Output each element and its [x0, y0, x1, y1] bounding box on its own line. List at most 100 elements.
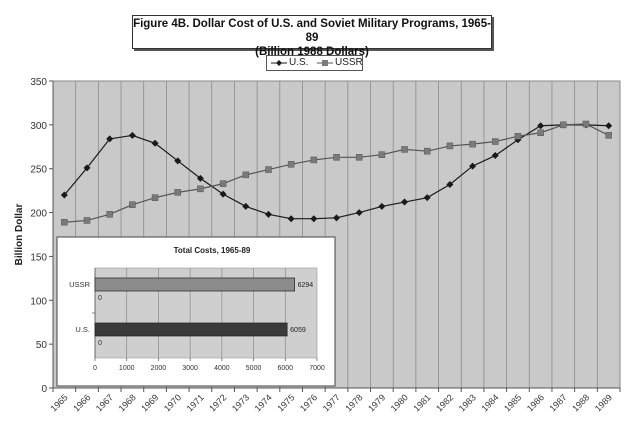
y-tick-label: 150: [30, 252, 47, 263]
legend-label-us: U.S.: [289, 57, 309, 68]
inset-x-tick-label: 5000: [246, 365, 262, 372]
x-tick-label: 1981: [411, 392, 432, 413]
data-point-ussr: [129, 201, 136, 208]
data-point-us: [128, 131, 136, 139]
inset-x-tick-label: 2000: [151, 365, 167, 372]
data-point-ussr: [174, 189, 181, 196]
data-point-ussr: [514, 133, 522, 140]
data-point-ussr: [151, 194, 159, 201]
data-point-ussr: [401, 146, 408, 153]
data-point-ussr: [333, 154, 340, 161]
data-point-ussr: [197, 185, 204, 193]
x-tick-label: 1985: [502, 392, 523, 413]
x-tick-label: 1969: [139, 392, 160, 413]
data-point-us: [537, 122, 545, 130]
y-tick-label: 250: [30, 165, 47, 176]
data-point-us: [423, 194, 431, 202]
data-point-ussr: [469, 140, 476, 148]
chart-title-box: Figure 4B. Dollar Cost of U.S. and Sovie…: [132, 15, 492, 58]
x-tick-label: 1975: [275, 392, 296, 413]
inset-x-tick-label: 6000: [277, 365, 293, 372]
inset-category-label: U.S.: [75, 325, 90, 334]
inset-bar-us: [94, 322, 288, 337]
data-point-us: [151, 139, 159, 147]
legend-graphics: [271, 60, 333, 66]
inset-bar-value-label: 6294: [298, 282, 314, 289]
data-point-ussr: [83, 217, 91, 224]
data-point-ussr: [446, 142, 454, 150]
data-point-us: [264, 210, 272, 218]
inset-title: Total Costs, 1965-89: [174, 246, 251, 255]
data-point-ussr: [423, 147, 431, 155]
data-point-us: [605, 122, 613, 130]
x-tick-label: 1987: [547, 392, 568, 413]
data-point-ussr: [492, 138, 499, 145]
data-point-ussr: [287, 161, 295, 168]
data-point-ussr: [560, 121, 567, 129]
data-point-us: [333, 214, 340, 222]
inset-x-tick-label: 1000: [119, 365, 135, 372]
data-point-us: [355, 209, 363, 217]
x-tick-label: 1966: [71, 392, 92, 413]
x-tick-label: 1970: [162, 392, 183, 413]
x-tick-label: 1971: [185, 392, 206, 413]
data-point-us: [174, 157, 182, 165]
inset-bar-ussr: [94, 277, 295, 292]
data-point-us: [491, 152, 499, 160]
data-point-us: [310, 215, 318, 223]
data-point-ussr: [242, 171, 250, 179]
y-tick-label: 350: [30, 77, 47, 88]
inset-zero-label: 0: [98, 340, 102, 347]
data-point-ussr: [219, 180, 227, 187]
data-point-us: [446, 181, 454, 189]
y-axis-label: Billion Dollar: [14, 204, 25, 266]
data-point-ussr: [106, 211, 113, 218]
data-point-us: [219, 190, 227, 198]
y-tick-label: 200: [30, 209, 47, 220]
data-point-us: [106, 135, 114, 143]
data-point-ussr: [378, 151, 386, 158]
chart-title: Figure 4B. Dollar Cost of U.S. and Sovie…: [133, 18, 491, 44]
data-point-us: [242, 202, 250, 210]
data-point-us: [378, 202, 386, 210]
data-point-ussr: [265, 166, 272, 173]
x-tick-label: 1976: [298, 392, 319, 413]
x-tick-label: 1980: [389, 392, 410, 413]
data-point-ussr: [582, 120, 590, 128]
x-tick-label: 1973: [230, 392, 251, 413]
legend-us-diamond-icon: [276, 60, 282, 66]
data-point-us: [287, 215, 295, 223]
x-tick-label: 1965: [49, 392, 70, 413]
x-tick-label: 1982: [434, 392, 455, 413]
inset-x-tick-label: 0: [93, 365, 97, 372]
y-tick-label: 300: [30, 121, 47, 132]
x-tick-label: 1988: [570, 392, 591, 413]
x-tick-label: 1979: [366, 392, 387, 413]
x-tick-label: 1967: [94, 392, 115, 413]
x-tick-label: 1972: [207, 392, 228, 413]
y-tick-label: 0: [41, 384, 47, 395]
x-tick-label: 1978: [343, 392, 364, 413]
inset-x-tick-label: 4000: [214, 365, 230, 372]
inset-category-label: USSR: [69, 280, 90, 289]
x-tick-label: 1986: [525, 392, 546, 413]
legend: U.S. USSR: [266, 55, 363, 71]
data-point-ussr: [605, 132, 612, 139]
x-tick-label: 1974: [253, 392, 274, 413]
inset-x-tick-label: 3000: [182, 365, 198, 372]
legend-ussr-square-icon: [322, 60, 328, 66]
x-tick-label: 1989: [593, 392, 614, 413]
data-point-us: [196, 174, 204, 182]
x-tick-label: 1968: [117, 392, 138, 413]
data-point-us: [60, 191, 68, 199]
data-point-us: [401, 198, 409, 206]
data-point-us: [469, 162, 477, 170]
y-tick-label: 100: [30, 296, 47, 307]
x-tick-label: 1983: [457, 392, 478, 413]
inset-bar-value-label: 6059: [290, 327, 306, 334]
data-point-ussr: [537, 129, 544, 137]
data-point-us: [83, 164, 91, 172]
data-point-ussr: [355, 154, 363, 161]
x-tick-label: 1977: [321, 392, 342, 413]
